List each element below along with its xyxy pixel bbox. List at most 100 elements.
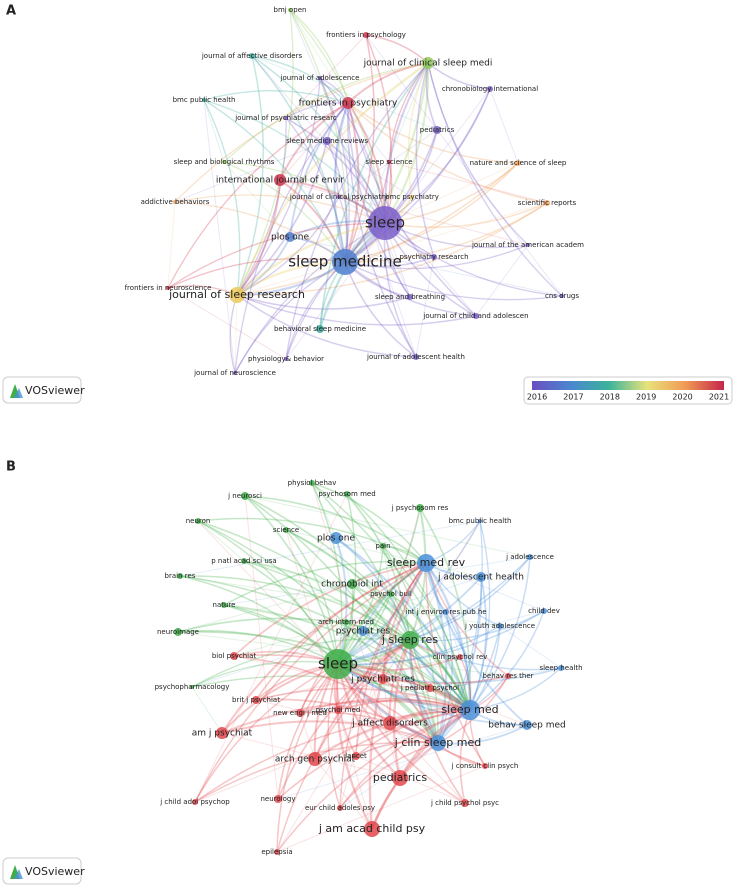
edge [339, 562, 427, 809]
edge [365, 34, 429, 64]
edge [167, 222, 386, 289]
edge [179, 575, 471, 711]
node-label: sleep medicine reviews [286, 137, 368, 145]
edge [277, 724, 528, 800]
edge [384, 62, 430, 224]
node [318, 76, 322, 80]
edge [337, 663, 562, 684]
edge [337, 562, 428, 666]
node-label: journal of adolescence [280, 74, 360, 82]
node-label: int j environ res pub he [405, 608, 486, 616]
edge [223, 560, 427, 606]
edge [319, 77, 386, 224]
node-label: bmc psychiatry [385, 193, 439, 201]
edge [279, 102, 349, 181]
node [368, 206, 402, 240]
edge [425, 562, 528, 726]
edge [285, 529, 411, 641]
edge [244, 495, 339, 665]
edge [313, 639, 411, 760]
node [229, 287, 245, 303]
node [413, 354, 419, 360]
edge [223, 604, 471, 711]
edge [289, 9, 386, 224]
edge [398, 708, 471, 779]
edge [355, 709, 471, 757]
edge [177, 629, 339, 665]
edge [344, 261, 477, 317]
edge [277, 663, 339, 800]
node [337, 805, 343, 811]
node [274, 795, 282, 803]
edge [194, 493, 348, 803]
edge [221, 562, 427, 734]
node-label: j neurosci [227, 492, 262, 500]
node-label: j psychosom res [391, 504, 449, 512]
edge [244, 495, 439, 744]
edge [255, 699, 439, 744]
edge [236, 294, 411, 310]
edge [344, 62, 429, 263]
node-label: journal of clinical psychiatry [289, 193, 388, 201]
edge [197, 520, 439, 744]
node-label: psychopharmacology [155, 683, 230, 691]
node [505, 673, 511, 679]
panel-label: B [6, 460, 16, 475]
node [401, 631, 419, 649]
edge [244, 495, 427, 564]
edge [236, 294, 417, 358]
node-label: frontiers in neuroscience [125, 284, 212, 292]
edge [177, 630, 471, 711]
edge [276, 639, 411, 853]
node [241, 558, 247, 564]
node-label: journal of affective disorders [201, 52, 303, 60]
node-label: pediatrics [373, 771, 427, 784]
node-label: scientific reports [518, 199, 577, 207]
edge [289, 236, 563, 297]
edge [311, 482, 427, 564]
edge [285, 529, 471, 711]
edge [365, 34, 392, 224]
edge [384, 88, 491, 224]
edge [236, 162, 519, 296]
edge [337, 663, 528, 726]
edge [425, 562, 509, 677]
edge [390, 593, 471, 711]
edge [174, 201, 346, 263]
edge [339, 709, 471, 809]
node [195, 518, 201, 524]
edge [276, 765, 486, 853]
node [216, 727, 228, 739]
node [522, 720, 532, 730]
edge [407, 62, 429, 198]
node-label: j clin sleep med [394, 736, 481, 749]
node-label: sleep [318, 655, 358, 673]
colorbar-tick-label: 2019 [636, 393, 656, 402]
colorbar: 2016 2017 2018 2019 2020 2021 [523, 376, 733, 405]
edge [197, 520, 245, 562]
edge [203, 99, 346, 263]
node-label: chronobiol int [321, 580, 383, 590]
node [334, 706, 342, 714]
node-label: sleep and biological rhythms [174, 158, 275, 166]
node [560, 294, 564, 298]
node [544, 200, 550, 206]
edge [233, 655, 471, 711]
edge [319, 77, 390, 163]
node-label: j consult clin psych [451, 762, 519, 770]
edge [285, 529, 339, 665]
edge [346, 493, 384, 547]
edge [236, 77, 321, 296]
edge [234, 261, 346, 374]
edge [409, 639, 562, 671]
edge [243, 560, 471, 711]
nodes: bmj open frontiers in psychology journal o… [125, 6, 585, 856]
node [337, 195, 341, 199]
node-label: sleep science [365, 158, 412, 166]
edge [337, 610, 545, 666]
edge [469, 556, 531, 711]
edge [289, 9, 349, 104]
edge [251, 55, 349, 104]
edge [279, 102, 349, 181]
edge [285, 529, 373, 830]
